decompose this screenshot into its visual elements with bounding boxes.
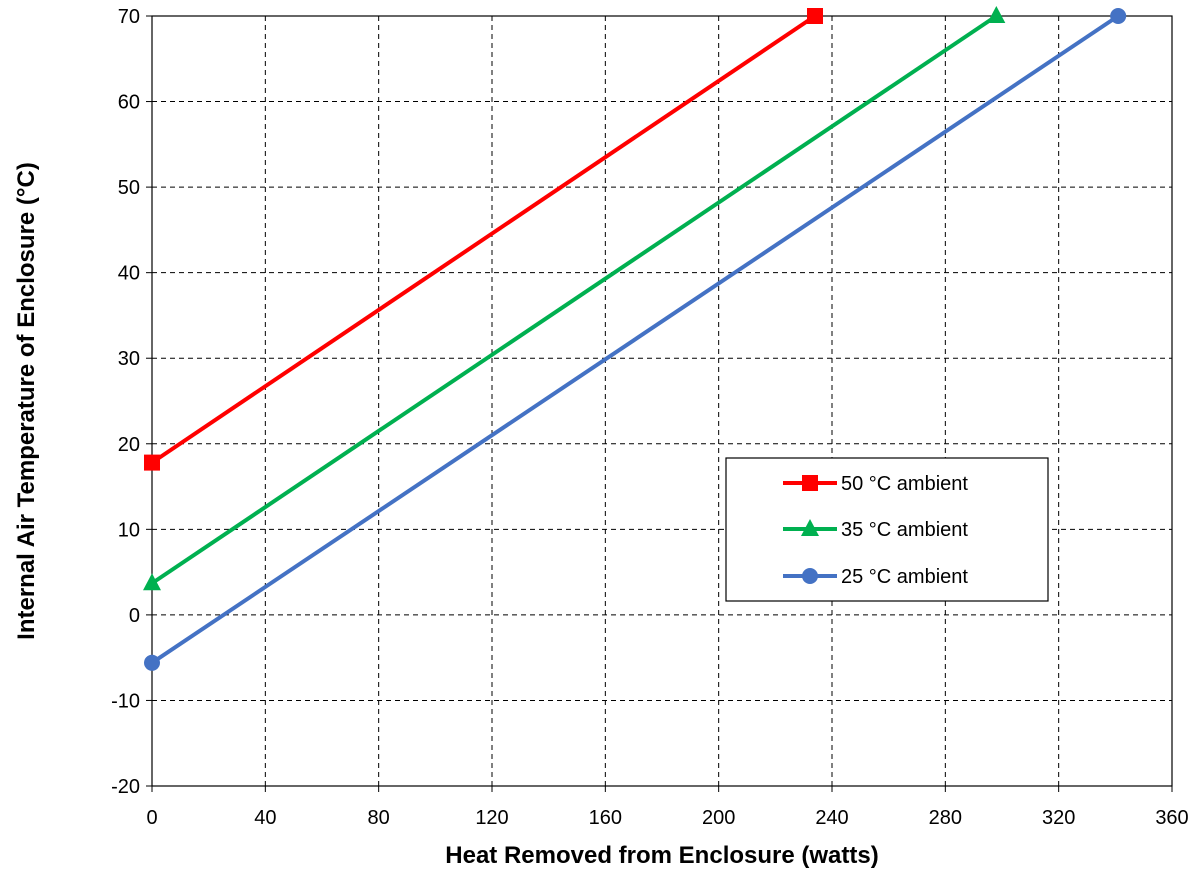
grid: [152, 16, 1172, 786]
series-layer: [143, 6, 1127, 671]
legend-item: 25 °C ambient: [783, 566, 968, 588]
legend-label: 35 °C ambient: [841, 519, 968, 541]
x-axis-title: Heat Removed from Enclosure (watts): [445, 842, 878, 869]
data-point-marker: [144, 654, 160, 671]
series-line: [150, 14, 817, 465]
y-tick-label: -10: [111, 690, 140, 712]
series-2: [144, 8, 1127, 671]
data-point-marker: [143, 573, 161, 591]
data-point-marker: [144, 454, 160, 471]
y-tick-label: 60: [118, 92, 140, 114]
x-tick-label: 120: [475, 807, 508, 829]
x-tick-label: 320: [1042, 807, 1075, 829]
x-tick-label: 160: [589, 807, 622, 829]
y-tick-label: 0: [129, 605, 140, 627]
legend-marker-swatch: [801, 519, 819, 536]
y-tick-label: -20: [111, 776, 140, 798]
x-tick-label: 280: [929, 807, 962, 829]
legend: 50 °C ambient 35 °C ambient 25 °C ambient: [725, 457, 1049, 602]
y-axis-title: Internal Air Temperature of Enclosure (°…: [13, 162, 40, 640]
series-1: [143, 6, 1006, 591]
x-tick-label: 0: [146, 807, 157, 829]
x-axis-ticks: 0 40 80 120 160 200 240 280 320 360: [146, 786, 1189, 829]
y-tick-label: 20: [118, 434, 140, 456]
legend-marker-swatch: [802, 475, 818, 491]
data-point-marker: [1110, 8, 1127, 24]
series-0: [144, 8, 823, 471]
y-axis-ticks: -20 -10 0 10 20 30 40 50 60 70: [111, 6, 152, 798]
legend-item: 50 °C ambient: [783, 473, 968, 495]
data-point-marker: [807, 8, 823, 24]
legend-item: 35 °C ambient: [783, 519, 968, 541]
x-tick-label: 360: [1155, 807, 1188, 829]
y-tick-label: 50: [118, 177, 140, 199]
data-point-marker: [987, 6, 1006, 23]
x-tick-label: 80: [368, 807, 390, 829]
x-tick-label: 240: [815, 807, 848, 829]
y-tick-label: 10: [118, 519, 140, 541]
y-tick-label: 30: [118, 348, 140, 370]
legend-box: [725, 457, 1049, 602]
series-line: [150, 14, 1120, 665]
plot-area-frame: [151, 15, 1173, 787]
y-tick-label: 70: [118, 6, 140, 28]
legend-label: 25 °C ambient: [841, 566, 968, 588]
legend-items: 50 °C ambient 35 °C ambient 25 °C ambient: [783, 473, 968, 588]
legend-label: 50 °C ambient: [841, 473, 968, 495]
x-tick-label: 40: [254, 807, 276, 829]
x-tick-label: 200: [702, 807, 735, 829]
series-line: [150, 14, 998, 585]
y-tick-label: 40: [118, 263, 140, 285]
legend-marker-swatch: [802, 568, 818, 584]
